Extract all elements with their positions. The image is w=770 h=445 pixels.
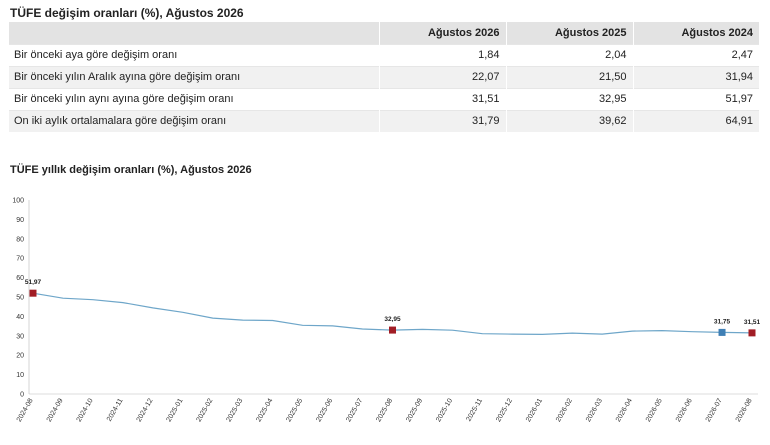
data-marker (748, 329, 756, 337)
table-header-row: Ağustos 2026 Ağustos 2025 Ağustos 2024 (9, 22, 759, 44)
table-cell: 51,97 (633, 88, 759, 110)
x-tick-label: 2025-09 (405, 397, 424, 423)
x-tick-label: 2025-07 (345, 397, 364, 423)
row-label: On iki aylık ortalamalara göre değişim o… (9, 110, 380, 132)
y-tick-label: 80 (16, 236, 24, 243)
y-tick-label: 70 (16, 256, 24, 263)
table-title: TÜFE değişim oranları (%), Ağustos 2026 (10, 6, 244, 20)
y-tick-label: 50 (16, 295, 24, 302)
table-cell: 22,07 (379, 66, 507, 88)
data-label: 32,95 (384, 316, 401, 323)
y-tick-label: 40 (16, 314, 24, 321)
y-tick-label: 30 (16, 333, 24, 340)
table-cell: 31,51 (379, 88, 507, 110)
x-tick-label: 2026-08 (735, 397, 754, 423)
data-label: 31,51 (744, 319, 761, 326)
table-cell: 1,84 (379, 44, 507, 66)
table-cell: 64,91 (633, 110, 759, 132)
y-tick-label: 90 (16, 217, 24, 224)
x-tick-label: 2025-06 (315, 397, 334, 423)
header-aug-2026: Ağustos 2026 (379, 22, 507, 44)
table-cell: 21,50 (506, 66, 634, 88)
x-tick-label: 2024-10 (76, 397, 95, 423)
table-cell: 31,94 (633, 66, 759, 88)
data-marker (29, 289, 37, 297)
y-tick-label: 60 (16, 275, 24, 282)
x-tick-label: 2025-11 (465, 397, 484, 422)
y-tick-label: 0 (20, 392, 24, 399)
row-label: Bir önceki yılın Aralık ayına göre değiş… (9, 66, 380, 88)
x-tick-label: 2024-09 (46, 397, 65, 423)
header-aug-2024: Ağustos 2024 (633, 22, 759, 44)
x-tick-label: 2025-05 (285, 397, 304, 423)
x-tick-label: 2024-08 (16, 397, 35, 423)
y-tick-label: 20 (16, 353, 24, 360)
table-row: Bir önceki aya göre değişim oranı 1,84 2… (9, 44, 759, 66)
table-cell: 39,62 (506, 110, 634, 132)
x-tick-label: 2025-04 (255, 397, 274, 423)
y-tick-label: 10 (16, 372, 24, 379)
x-tick-label: 2026-06 (675, 397, 694, 423)
table-row: On iki aylık ortalamalara göre değişim o… (9, 110, 759, 132)
x-tick-label: 2026-05 (645, 397, 664, 423)
header-blank (9, 22, 380, 44)
row-label: Bir önceki yılın aynı ayına göre değişim… (9, 88, 380, 110)
line-chart: 0 10 20 30 40 50 60 70 80 90 100 2024-08 2024-09 2024… (12, 198, 761, 424)
table-row: Bir önceki yılın aynı ayına göre değişim… (9, 88, 759, 110)
x-tick-label: 2026-03 (585, 397, 604, 423)
header-aug-2025: Ağustos 2025 (506, 22, 634, 44)
data-marker (389, 326, 396, 334)
table-cell: 32,95 (506, 88, 634, 110)
table-row: Bir önceki yılın Aralık ayına göre değiş… (9, 66, 759, 88)
table-cell: 31,79 (379, 110, 507, 132)
x-tick-label: 2026-04 (615, 397, 634, 423)
x-tick-label: 2024-12 (136, 397, 155, 423)
table-cell: 2,47 (633, 44, 759, 66)
row-label: Bir önceki aya göre değişim oranı (9, 44, 380, 66)
inflation-table: Ağustos 2026 Ağustos 2025 Ağustos 2024 B… (9, 22, 759, 132)
x-tick-label: 2025-02 (196, 397, 215, 423)
x-tick-label: 2025-12 (495, 397, 514, 423)
data-label: 51,97 (25, 279, 42, 286)
x-tick-label: 2025-10 (435, 397, 454, 423)
x-tick-label: 2025-01 (166, 397, 185, 423)
data-label: 31,75 (714, 318, 731, 325)
x-tick-label: 2026-02 (555, 397, 574, 423)
data-marker (718, 328, 726, 336)
x-tick-label: 2026-01 (525, 397, 544, 423)
x-tick-label: 2026-07 (705, 397, 724, 423)
x-tick-label: 2024-11 (106, 397, 125, 422)
y-tick-label: 100 (12, 198, 24, 205)
x-tick-label: 2025-08 (375, 397, 394, 423)
table-cell: 2,04 (506, 44, 634, 66)
x-tick-label: 2025-03 (226, 397, 245, 423)
chart-title: TÜFE yıllık değişim oranları (%), Ağusto… (10, 164, 252, 176)
